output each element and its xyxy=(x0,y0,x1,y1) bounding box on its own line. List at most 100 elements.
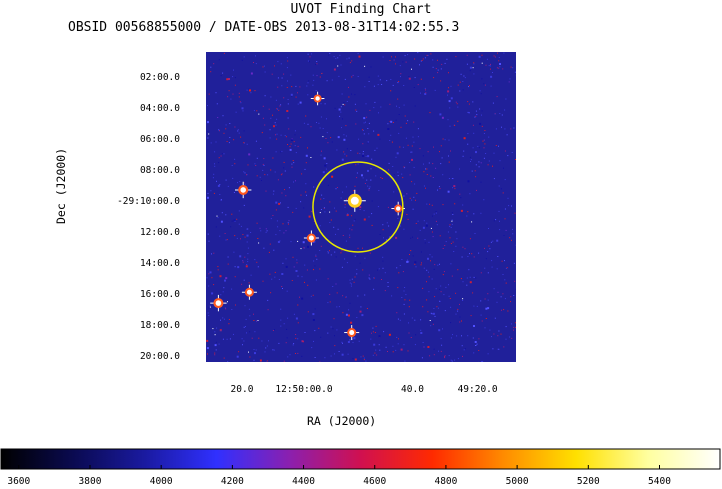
noise-pixel xyxy=(217,217,219,219)
noise-pixel xyxy=(237,182,238,184)
noise-pixel xyxy=(211,277,213,279)
noise-pixel xyxy=(215,141,217,143)
noise-pixel xyxy=(430,312,432,314)
noise-pixel xyxy=(399,65,401,67)
noise-pixel xyxy=(477,145,479,147)
noise-pixel xyxy=(261,132,263,134)
noise-pixel xyxy=(470,159,472,161)
noise-pixel xyxy=(505,229,507,231)
colorbar-tick-label: 3600 xyxy=(7,476,31,487)
noise-pixel xyxy=(392,351,394,353)
noise-pixel xyxy=(411,181,413,183)
noise-pixel xyxy=(314,265,316,267)
noise-pixel xyxy=(264,174,266,176)
noise-pixel xyxy=(475,277,477,279)
noise-pixel xyxy=(345,135,347,137)
noise-pixel xyxy=(311,53,313,55)
noise-pixel xyxy=(369,278,371,280)
noise-pixel xyxy=(362,269,364,271)
noise-pixel xyxy=(463,150,465,152)
noise-pixel xyxy=(218,129,220,131)
noise-pixel xyxy=(233,192,235,193)
noise-pixel xyxy=(420,251,422,253)
noise-pixel xyxy=(403,195,405,197)
noise-pixel xyxy=(335,58,337,60)
noise-pixel xyxy=(363,129,364,131)
noise-pixel xyxy=(410,337,412,338)
noise-pixel xyxy=(238,223,240,225)
noise-pixel xyxy=(439,300,441,302)
noise-pixel xyxy=(357,295,359,297)
noise-pixel xyxy=(450,306,452,308)
noise-pixel xyxy=(231,213,233,215)
noise-pixel xyxy=(491,336,492,338)
noise-pixel xyxy=(363,357,365,359)
noise-pixel xyxy=(210,66,212,68)
noise-pixel xyxy=(495,128,497,130)
noise-pixel xyxy=(368,187,370,189)
noise-pixel xyxy=(476,305,478,307)
noise-pixel xyxy=(230,226,232,228)
noise-pixel xyxy=(514,280,516,282)
noise-pixel xyxy=(439,263,440,265)
noise-pixel xyxy=(483,139,485,141)
noise-pixel xyxy=(320,336,322,338)
noise-pixel xyxy=(497,256,499,257)
noise-pixel xyxy=(286,87,288,88)
noise-pixel xyxy=(393,59,395,61)
noise-pixel xyxy=(385,239,387,241)
noise-pixel xyxy=(254,331,256,333)
noise-pixel xyxy=(513,329,514,331)
noise-pixel xyxy=(295,270,298,272)
noise-pixel xyxy=(246,143,248,145)
noise-pixel xyxy=(274,329,275,331)
noise-pixel xyxy=(354,276,356,278)
noise-pixel xyxy=(256,261,258,263)
noise-pixel xyxy=(270,169,272,171)
noise-pixel xyxy=(243,142,245,144)
noise-pixel xyxy=(479,90,481,92)
noise-pixel xyxy=(256,110,258,112)
noise-pixel xyxy=(457,310,459,312)
noise-pixel xyxy=(284,189,285,191)
noise-pixel xyxy=(243,204,245,206)
noise-pixel xyxy=(455,313,457,315)
noise-pixel xyxy=(303,122,305,124)
noise-pixel xyxy=(378,335,381,338)
noise-pixel xyxy=(291,86,293,88)
noise-pixel xyxy=(429,112,431,114)
noise-pixel xyxy=(391,141,393,143)
noise-pixel xyxy=(405,61,407,63)
noise-pixel xyxy=(452,214,454,215)
noise-pixel xyxy=(410,250,412,252)
noise-pixel xyxy=(500,296,502,298)
noise-pixel xyxy=(505,267,507,269)
noise-pixel xyxy=(245,318,247,320)
noise-pixel xyxy=(237,266,240,269)
noise-pixel xyxy=(509,336,511,338)
noise-pixel xyxy=(277,86,279,88)
noise-pixel xyxy=(223,287,225,289)
noise-pixel xyxy=(267,309,269,311)
noise-pixel xyxy=(290,74,292,76)
noise-pixel xyxy=(383,237,384,239)
noise-pixel xyxy=(273,249,275,251)
noise-pixel xyxy=(338,351,340,352)
noise-pixel xyxy=(277,226,279,228)
noise-pixel xyxy=(431,204,433,206)
noise-pixel xyxy=(356,268,358,270)
noise-pixel xyxy=(315,279,317,281)
noise-pixel xyxy=(347,353,349,355)
noise-pixel xyxy=(335,188,337,190)
noise-pixel xyxy=(287,117,289,119)
noise-pixel xyxy=(446,58,448,60)
noise-pixel xyxy=(265,190,267,192)
noise-pixel xyxy=(371,332,372,334)
noise-pixel xyxy=(480,272,482,274)
noise-pixel xyxy=(428,162,430,164)
noise-pixel xyxy=(276,220,278,222)
noise-pixel xyxy=(263,65,265,67)
noise-pixel xyxy=(490,241,492,243)
noise-pixel xyxy=(462,246,464,248)
noise-pixel xyxy=(361,174,363,177)
